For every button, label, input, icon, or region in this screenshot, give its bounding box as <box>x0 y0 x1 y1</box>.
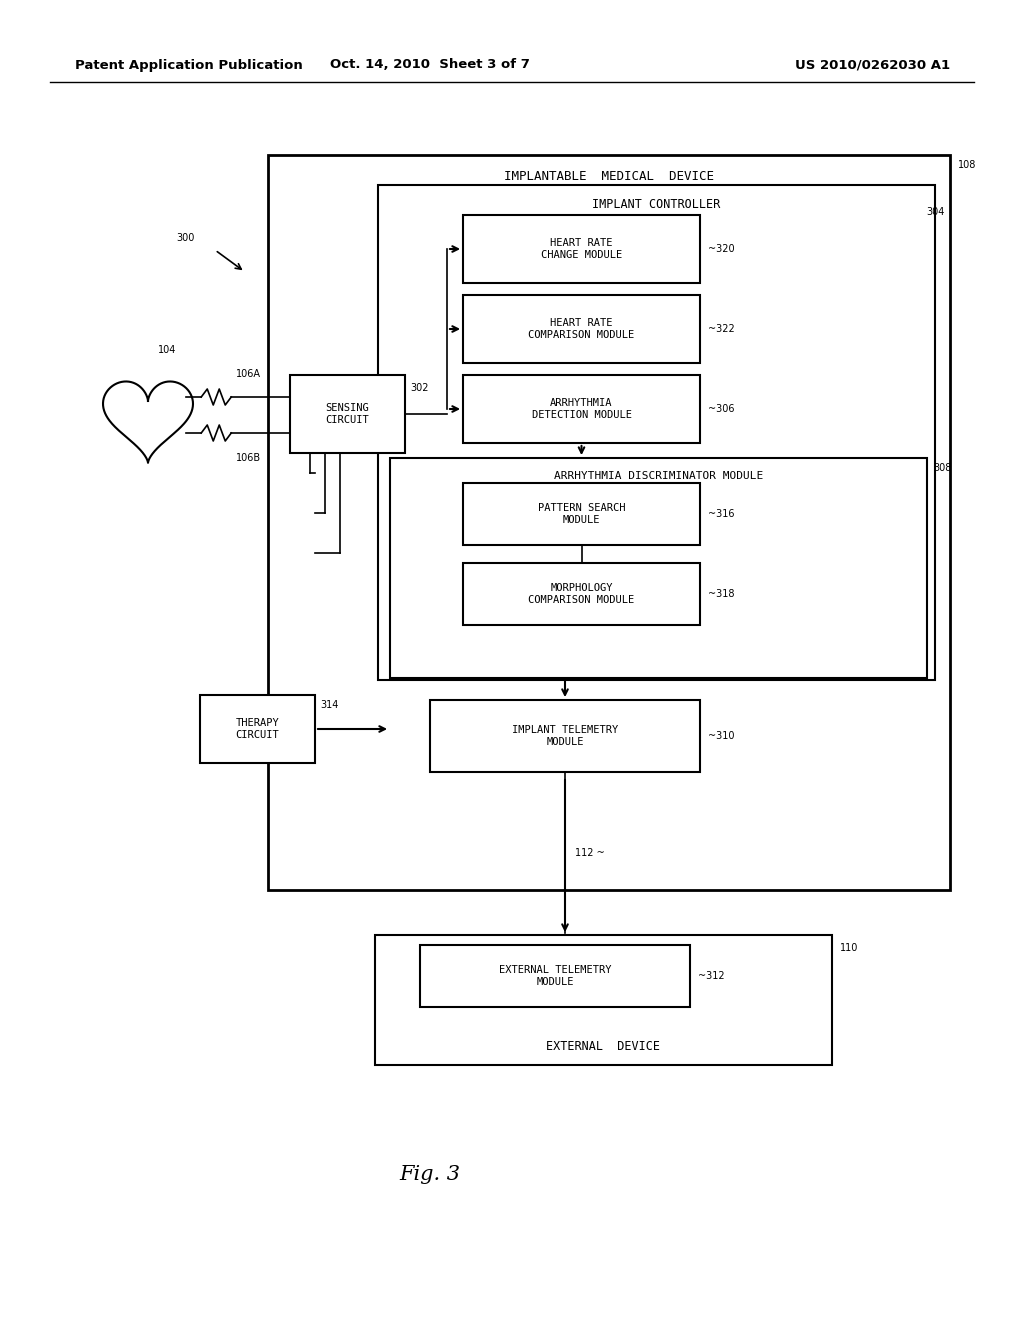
Text: ARRHYTHMIA DISCRIMINATOR MODULE: ARRHYTHMIA DISCRIMINATOR MODULE <box>554 471 763 480</box>
Bar <box>463 375 700 444</box>
Text: Fig. 3: Fig. 3 <box>399 1166 461 1184</box>
Text: IMPLANTABLE  MEDICAL  DEVICE: IMPLANTABLE MEDICAL DEVICE <box>504 170 714 183</box>
Bar <box>200 696 315 763</box>
Bar <box>463 564 700 624</box>
Text: 314: 314 <box>319 700 338 710</box>
Bar <box>290 375 406 453</box>
Text: MORPHOLOGY
COMPARISON MODULE: MORPHOLOGY COMPARISON MODULE <box>528 583 635 605</box>
Text: 300: 300 <box>176 234 195 243</box>
Text: 308: 308 <box>933 463 951 473</box>
Bar <box>390 458 927 678</box>
Text: ~310: ~310 <box>708 731 734 741</box>
Text: IMPLANT TELEMETRY
MODULE: IMPLANT TELEMETRY MODULE <box>512 725 618 747</box>
Text: HEART RATE
CHANGE MODULE: HEART RATE CHANGE MODULE <box>541 238 623 260</box>
Bar <box>378 185 935 680</box>
Text: 108: 108 <box>958 160 976 170</box>
Text: ~318: ~318 <box>708 589 734 599</box>
Text: HEART RATE
COMPARISON MODULE: HEART RATE COMPARISON MODULE <box>528 318 635 339</box>
Text: Oct. 14, 2010  Sheet 3 of 7: Oct. 14, 2010 Sheet 3 of 7 <box>330 58 530 71</box>
Text: ~312: ~312 <box>698 972 725 981</box>
Text: IMPLANT CONTROLLER: IMPLANT CONTROLLER <box>592 198 721 211</box>
Bar <box>463 483 700 545</box>
Text: 110: 110 <box>840 942 858 953</box>
Text: THERAPY
CIRCUIT: THERAPY CIRCUIT <box>236 718 280 739</box>
Text: 104: 104 <box>158 345 176 355</box>
Text: EXTERNAL  DEVICE: EXTERNAL DEVICE <box>547 1040 660 1053</box>
Bar <box>463 215 700 282</box>
Text: EXTERNAL TELEMETRY
MODULE: EXTERNAL TELEMETRY MODULE <box>499 965 611 987</box>
Bar <box>430 700 700 772</box>
Text: PATTERN SEARCH
MODULE: PATTERN SEARCH MODULE <box>538 503 626 525</box>
Text: US 2010/0262030 A1: US 2010/0262030 A1 <box>795 58 950 71</box>
Text: 112 ~: 112 ~ <box>575 849 605 858</box>
Text: ~306: ~306 <box>708 404 734 414</box>
Text: ~322: ~322 <box>708 323 735 334</box>
Text: Patent Application Publication: Patent Application Publication <box>75 58 303 71</box>
Text: SENSING
CIRCUIT: SENSING CIRCUIT <box>326 403 370 425</box>
Text: ~320: ~320 <box>708 244 734 253</box>
Text: 106B: 106B <box>237 453 261 463</box>
Bar <box>268 154 950 890</box>
Bar <box>463 294 700 363</box>
Text: ~316: ~316 <box>708 510 734 519</box>
Text: 304: 304 <box>927 207 945 216</box>
Bar <box>420 945 690 1007</box>
Text: 302: 302 <box>410 383 428 393</box>
Text: ARRHYTHMIA
DETECTION MODULE: ARRHYTHMIA DETECTION MODULE <box>531 399 632 420</box>
Bar <box>375 935 831 1065</box>
Text: 106A: 106A <box>237 370 261 379</box>
